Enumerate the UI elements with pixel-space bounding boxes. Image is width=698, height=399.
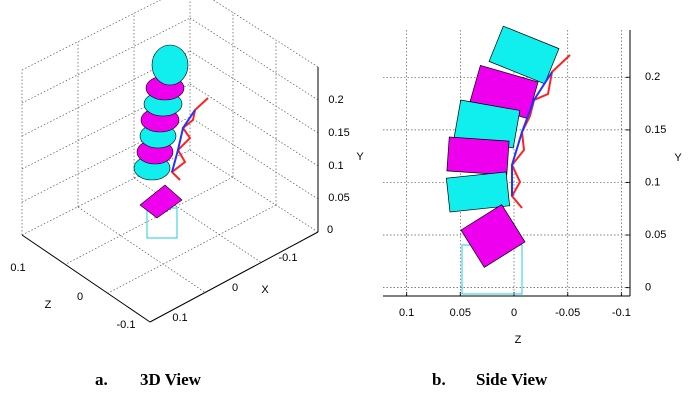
side-view: [383, 25, 630, 296]
x-tick-label: 0: [232, 282, 238, 294]
caption-label: b.: [432, 370, 446, 389]
box-3d: [21, 0, 319, 323]
y-tick-label: 0.1: [645, 176, 660, 188]
z-tick-label: -0.1: [117, 319, 136, 331]
robot-side: [446, 25, 560, 268]
caption: Side View: [476, 370, 548, 389]
y-axis-label: Y: [674, 152, 682, 164]
x-axis-label: X: [261, 284, 269, 296]
y-tick-label: 0: [327, 224, 333, 236]
y-axis-label: Y: [356, 151, 364, 163]
x-tick-label: -0.1: [612, 307, 631, 319]
x-tick-label: -0.05: [555, 307, 580, 319]
y-tick-label: 0.05: [645, 229, 666, 241]
y-tick-label: 0.15: [645, 124, 666, 136]
x-tick-label: -0.1: [279, 252, 298, 264]
robot-3d: [133, 44, 209, 239]
z-axis-label: Z: [45, 299, 52, 311]
y-tick-label: 0.15: [328, 127, 349, 139]
y-tick-label: 0.2: [328, 94, 343, 106]
y-tick-label: 0.05: [328, 192, 349, 204]
caption-label: a.: [95, 370, 108, 389]
x-tick-label: 0.1: [172, 312, 187, 324]
y-tick-label: 0.1: [328, 160, 343, 172]
x-axis-label: Z: [515, 334, 522, 346]
x-tick-label: 0: [511, 307, 517, 319]
y-tick-label: 0.2: [645, 71, 660, 83]
z-tick-label: 0.1: [10, 262, 25, 274]
caption: 3D View: [140, 370, 202, 389]
y-tick-label: 0: [645, 281, 651, 293]
x-tick-label: 0.05: [450, 307, 471, 319]
z-tick-label: 0: [77, 291, 83, 303]
x-tick-label: 0.1: [399, 307, 414, 319]
